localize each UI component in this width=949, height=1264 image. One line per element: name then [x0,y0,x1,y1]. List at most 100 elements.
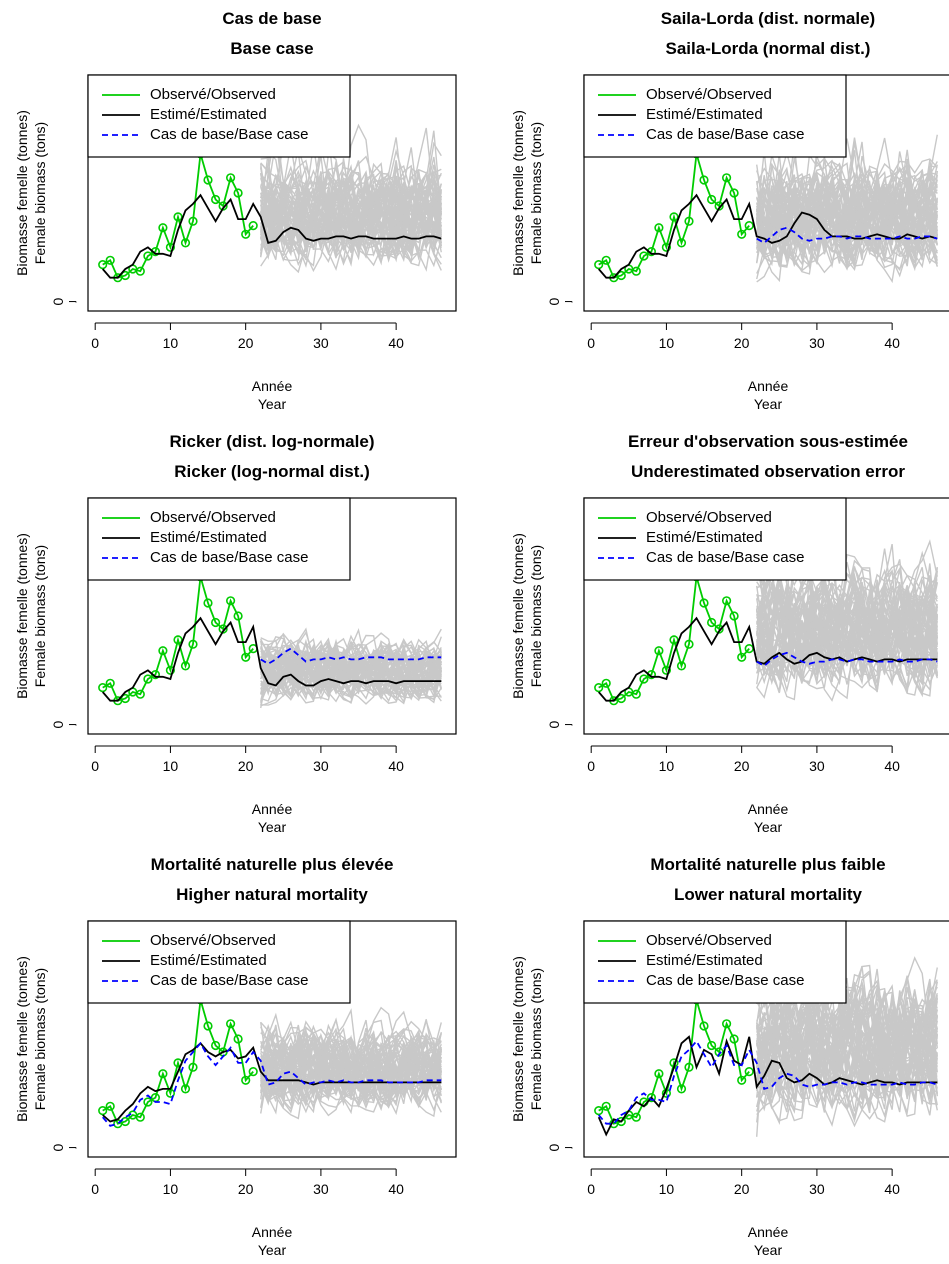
data-point [699,1021,709,1031]
x-tick-label: 20 [238,758,254,774]
data-point [233,1034,243,1044]
chart-panel-5: Mortalité naturelle plus élevée Higher na… [14,855,457,1258]
legend-label: Cas de base/Base case [646,972,804,989]
data-point [180,238,191,248]
chart-subtitle: Underestimated observation error [631,462,905,481]
series-line-1 [102,616,442,702]
data-point [120,693,130,704]
data-point [744,221,754,231]
data-point [669,212,679,222]
legend-label: Observé/Observed [646,509,772,526]
simulated-trajectory [260,1006,442,1091]
x-tick-label: 40 [884,1181,900,1197]
x-axis-label-2: Year [754,396,783,412]
data-point [737,652,747,662]
data-point [241,652,251,662]
x-tick-label: 30 [809,758,825,774]
x-tick-label: 20 [238,1181,254,1197]
chart-panel-6: Mortalité naturelle plus faible Lower nat… [510,855,949,1258]
legend: Observé/Observed Estimé/Estimated Cas de b… [583,74,847,158]
simulated-trajectory [756,580,938,681]
simulated-trajectory [260,1023,442,1097]
legend-label: Cas de base/Base case [150,549,308,566]
data-point [654,223,664,233]
plot-area [98,995,442,1129]
simulated-trajectory [756,592,938,684]
legend: Observé/Observed Estimé/Estimated Cas de b… [87,920,351,1004]
data-point [135,689,145,699]
legend-label: Cas de base/Base case [150,972,308,989]
series-line-0 [598,576,750,702]
chart-panel-2: Saila-Lorda (dist. normale) Saila-Lorda (… [510,9,949,412]
data-point [707,617,717,628]
legend-box [87,920,351,1004]
data-point [158,646,168,656]
data-point [120,270,130,281]
data-point [646,1093,656,1103]
data-point [143,251,153,261]
legend-label: Estimé/Estimated [150,952,267,969]
simulated-trajectory [260,168,442,262]
x-tick-label: 20 [734,335,750,351]
data-point [654,1069,664,1079]
simulated-trajectory [260,160,442,247]
simulated-trajectory [756,171,938,283]
simulated-trajectory [260,648,442,709]
legend-box [87,497,351,581]
legend-label: Estimé/Estimated [646,106,763,123]
data-point [631,1112,641,1122]
x-tick-label: 0 [587,758,595,774]
data-point [729,188,739,198]
legend-label: Cas de base/Base case [646,549,804,566]
data-point [233,611,243,621]
y-axis-label-2: Female biomass (tons) [528,545,544,687]
x-tick-label: 0 [587,1181,595,1197]
data-point [226,596,236,606]
x-tick-label: 20 [238,335,254,351]
y-axis-label-2: Female biomass (tons) [32,545,48,687]
data-point [98,683,108,693]
data-point [241,229,251,239]
simulated-trajectory [260,1018,442,1106]
y-axis-label-2: Female biomass (tons) [528,122,544,264]
data-point [98,260,108,270]
legend-label: Observé/Observed [150,509,276,526]
data-point [203,175,213,185]
x-axis-label-2: Year [754,1242,783,1258]
simulated-trajectory [756,580,938,680]
simulated-trajectory [756,970,938,1119]
data-point [165,665,175,675]
data-point [105,1101,115,1111]
x-tick-label: 10 [163,1181,179,1197]
y-axis-label: Biomasse femelle (tonnes) [14,533,30,699]
simulated-trajectory [756,980,938,1113]
simulated-trajectories [756,134,938,284]
data-point [661,242,671,252]
data-point [211,194,221,205]
chart-title: Cas de base [222,9,321,28]
data-point [188,216,198,226]
chart-subtitle: Ricker (log-normal dist.) [174,462,370,481]
simulated-trajectory [756,169,938,260]
x-axis-label: Année [252,801,293,817]
legend-label: Observé/Observed [150,86,276,103]
data-point [601,678,611,688]
series-line-1 [597,1035,938,1137]
x-tick-label: 0 [91,758,99,774]
data-point [616,693,626,704]
simulated-trajectory [260,1043,442,1107]
data-point [676,661,687,671]
data-point [211,617,221,628]
x-tick-label: 30 [809,1181,825,1197]
legend: Observé/Observed Estimé/Estimated Cas de b… [87,497,351,581]
data-point [684,639,694,649]
simulated-trajectory [260,187,442,257]
series-line-0 [598,153,750,279]
y-tick-label: 0 [546,297,562,305]
x-axis-label-2: Year [258,396,287,412]
data-point [699,598,709,608]
data-point [616,1116,626,1127]
chart-title: Mortalité naturelle plus faible [650,855,885,874]
data-point [180,661,191,671]
y-axis-label: Biomasse femelle (tonnes) [14,956,30,1122]
